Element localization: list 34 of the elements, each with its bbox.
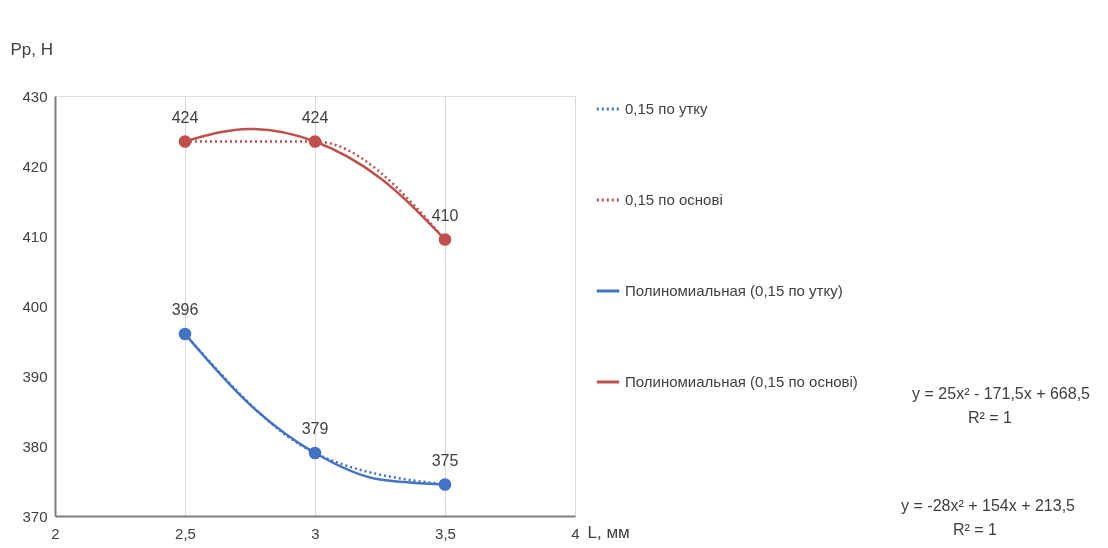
data-label: 396 (171, 301, 199, 318)
x-tick-label: 4 (571, 524, 580, 542)
x-axis-title: L, мм (587, 522, 630, 542)
x-tick-label: 3,5 (435, 524, 456, 542)
y-tick-label: 420 (22, 157, 48, 175)
text: y = -28x² + 154x + 213,5 (901, 497, 1076, 514)
legend-label: 0,15 по основі (625, 191, 723, 208)
point (438, 478, 452, 491)
y-tick-label: 390 (22, 367, 48, 385)
x-tick-label: 2,5 (175, 524, 196, 542)
y-tick-label: 370 (22, 507, 48, 525)
legend-label: Полиномиальная (0,15 по утку) (625, 282, 843, 299)
x-tick-label: 3 (311, 524, 320, 542)
point (178, 327, 192, 341)
text: y = 25x² - 171,5x + 668,5 (912, 385, 1091, 402)
legend-label: Полиномиальная (0,15 по основі) (625, 373, 858, 390)
point (308, 135, 322, 148)
point (308, 446, 322, 460)
y-tick-label: 400 (22, 297, 48, 315)
y-axis-title: Pp, H (10, 39, 54, 59)
point (178, 135, 192, 148)
data-label: 424 (301, 108, 329, 126)
text: R² = 1 (952, 521, 998, 538)
x-tick-label: 2 (51, 524, 60, 542)
legend-label: 0,15 по утку (625, 100, 709, 117)
data-label: 410 (431, 206, 459, 224)
data-label: 379 (301, 420, 329, 437)
text: R² = 1 (967, 409, 1013, 426)
y-tick-label: 430 (22, 87, 48, 105)
point (438, 233, 452, 246)
y-tick-label: 380 (22, 437, 48, 455)
data-label: 424 (171, 108, 199, 126)
data-label: 375 (431, 451, 459, 469)
y-tick-label: 410 (22, 227, 48, 245)
